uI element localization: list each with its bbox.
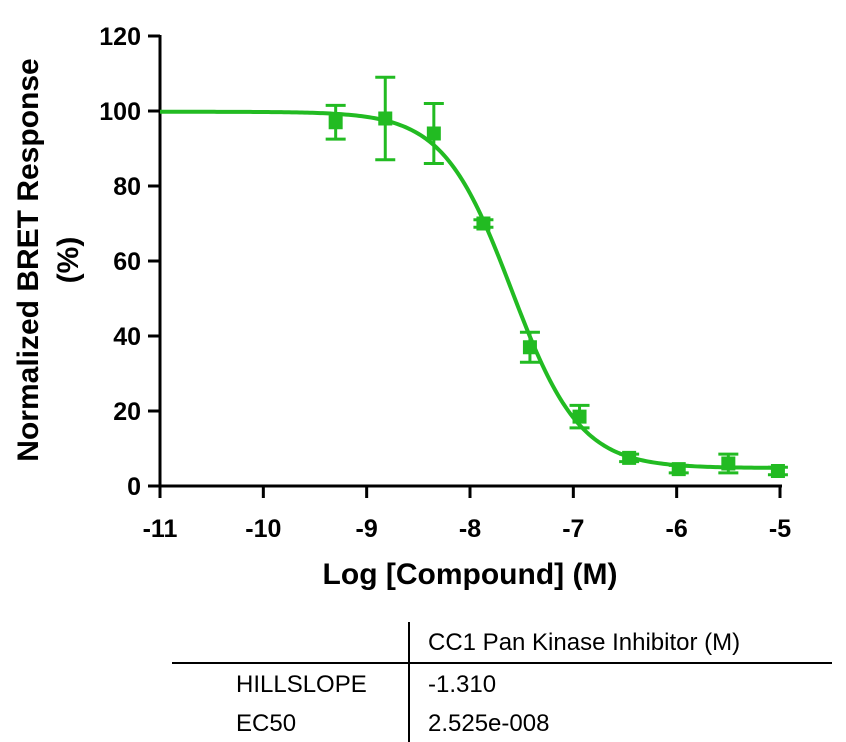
y-axis-title-line2: (%): [52, 237, 85, 284]
results-table: CC1 Pan Kinase Inhibitor (M) HILLSLOPE -…: [172, 622, 832, 742]
data-points: [325, 75, 788, 478]
y-axis-ticks: 0 20 40 60 80 100 120: [99, 23, 160, 501]
data-point: [569, 403, 590, 430]
square-marker: [426, 126, 441, 141]
y-tick-label: 60: [113, 248, 141, 276]
square-marker: [622, 450, 637, 465]
x-axis-ticks: -11 -10 -9 -8 -7 -6 -5: [143, 486, 791, 543]
square-marker: [721, 456, 736, 471]
x-axis-title: Log [Compound] (M): [323, 558, 618, 591]
axes: [158, 35, 782, 488]
x-tick-label: -9: [356, 515, 378, 543]
x-tick-label: -11: [143, 515, 178, 543]
data-point: [325, 103, 346, 141]
y-tick-label: 0: [127, 473, 141, 501]
fit-curve: [160, 109, 781, 470]
data-point: [767, 464, 788, 478]
table-divider-horizontal: [172, 662, 832, 664]
data-point: [473, 216, 494, 231]
table-row-label: EC50: [236, 710, 297, 737]
y-axis-title-line1: Normalized BRET Response: [12, 58, 45, 461]
square-marker: [378, 111, 393, 126]
square-marker: [770, 464, 785, 478]
table-row-value: 2.525e-008: [428, 710, 550, 737]
x-tick-label: -5: [769, 515, 791, 543]
table-row-value: -1.310: [428, 671, 497, 698]
square-marker: [522, 340, 537, 355]
y-tick-label: 80: [113, 173, 141, 201]
table-divider-vertical: [408, 622, 410, 742]
square-marker: [572, 409, 587, 424]
y-tick-label: 100: [99, 98, 141, 126]
y-axis-title: Normalized BRET Response (%): [12, 58, 85, 461]
data-point: [375, 75, 396, 162]
data-point: [423, 102, 444, 165]
data-point: [619, 450, 640, 465]
square-marker: [476, 216, 491, 231]
data-point: [519, 330, 540, 364]
x-tick-label: -10: [245, 515, 281, 543]
table-column-header: CC1 Pan Kinase Inhibitor (M): [428, 629, 741, 656]
y-tick-label: 20: [113, 398, 141, 426]
square-marker: [328, 115, 343, 130]
data-point: [668, 462, 689, 477]
y-tick-label: 120: [99, 23, 141, 51]
square-marker: [671, 462, 686, 477]
dose-response-chart: -11 -10 -9 -8 -7 -6 -5 0 20 40 60 80 100 120 Log [Co…: [12, 23, 791, 591]
x-tick-label: -6: [666, 515, 688, 543]
x-tick-label: -7: [562, 515, 584, 543]
table-row-label: HILLSLOPE: [236, 671, 367, 698]
data-point: [718, 452, 739, 475]
y-tick-label: 40: [113, 323, 141, 351]
x-tick-label: -8: [459, 515, 481, 543]
